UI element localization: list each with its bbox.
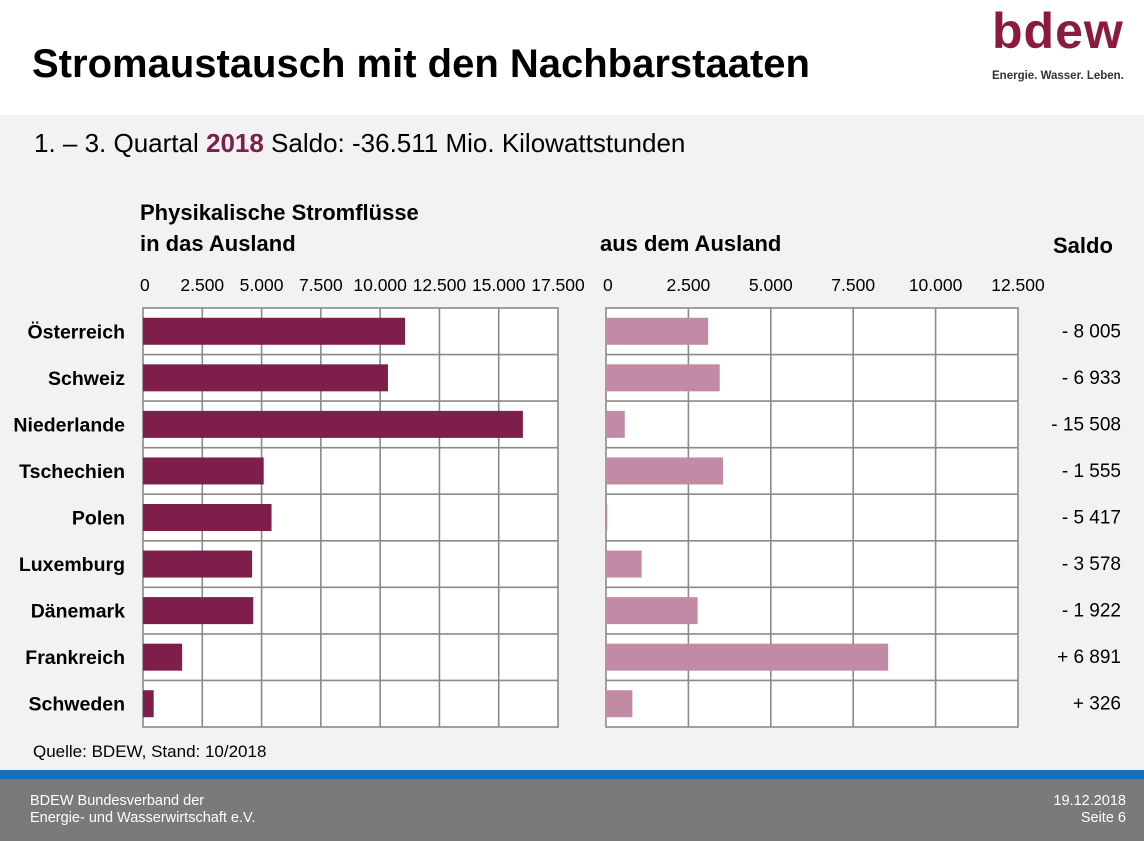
saldo-value: - 8 005 bbox=[1062, 321, 1121, 342]
export-tick-label: 15.000 bbox=[472, 275, 526, 295]
import-tick-label: 12.500 bbox=[991, 275, 1045, 295]
saldo-title: Saldo bbox=[1053, 233, 1113, 258]
source-note: Quelle: BDEW, Stand: 10/2018 bbox=[33, 742, 267, 761]
category-label: Tschechien bbox=[19, 461, 125, 483]
import-bar-frankreich bbox=[606, 643, 889, 671]
export-tick-label: 12.500 bbox=[413, 275, 467, 295]
page-title: Stromaustausch mit den Nachbarstaaten bbox=[32, 42, 810, 86]
export-bar-niederlande bbox=[143, 410, 523, 438]
export-bar-dänemark bbox=[143, 597, 254, 625]
category-label: Österreich bbox=[27, 320, 125, 343]
saldo-value: - 1 922 bbox=[1062, 601, 1121, 622]
category-label: Dänemark bbox=[31, 601, 125, 623]
export-bar-schweden bbox=[143, 690, 154, 718]
footer: BDEW Bundesverband der Energie- und Wass… bbox=[0, 779, 1144, 841]
category-label: Frankreich bbox=[25, 647, 125, 669]
bdew-logo: bdew Energie. Wasser. Leben. bbox=[988, 3, 1128, 90]
saldo-value: - 5 417 bbox=[1062, 508, 1121, 529]
export-tick-label: 7.500 bbox=[299, 275, 343, 295]
import-tick-label: 0 bbox=[603, 275, 613, 295]
import-panel-title: aus dem Ausland bbox=[600, 231, 782, 256]
footer-date: 19.12.2018 bbox=[1053, 793, 1126, 809]
export-title-line2: in das Ausland bbox=[140, 231, 296, 256]
saldo-value: - 6 933 bbox=[1062, 368, 1121, 389]
category-label: Polen bbox=[72, 508, 125, 530]
export-tick-label: 17.500 bbox=[531, 275, 585, 295]
export-tick-label: 5.000 bbox=[240, 275, 284, 295]
export-tick-label: 0 bbox=[140, 275, 150, 295]
export-bar-tschechien bbox=[143, 457, 264, 485]
subtitle-year: 2018 bbox=[205, 128, 264, 158]
category-label: Luxemburg bbox=[19, 554, 125, 576]
import-bar-polen bbox=[606, 504, 608, 531]
saldo-value: - 1 555 bbox=[1062, 461, 1121, 482]
category-label: Schweden bbox=[29, 694, 125, 716]
import-tick-label: 7.500 bbox=[831, 275, 875, 295]
import-bar-dänemark bbox=[606, 597, 698, 625]
saldo-value: - 15 508 bbox=[1051, 414, 1121, 435]
subtitle-suffix: Saldo: -36.511 Mio. Kilowattstunden bbox=[263, 128, 686, 158]
import-tick-label: 5.000 bbox=[749, 275, 793, 295]
import-tick-label: 2.500 bbox=[667, 275, 711, 295]
export-bar-luxemburg bbox=[143, 550, 253, 578]
footer-org-line1: BDEW Bundesverband der bbox=[30, 793, 205, 809]
export-tick-label: 10.000 bbox=[353, 275, 407, 295]
footer-meta: 19.12.2018 Seite 6 bbox=[1053, 793, 1126, 827]
export-bar-österreich bbox=[143, 317, 406, 345]
import-bar-tschechien bbox=[606, 457, 724, 485]
subtitle: 1. – 3. Quartal 2018 Saldo: -36.511 Mio.… bbox=[34, 128, 685, 159]
import-bar-österreich bbox=[606, 317, 709, 345]
footer-org-line2: Energie- und Wasserwirtschaft e.V. bbox=[30, 810, 256, 826]
export-title-line1: Physikalische Stromflüsse bbox=[140, 200, 419, 225]
logo-wordmark: bdew bbox=[992, 3, 1124, 59]
footer-page: Seite 6 bbox=[1080, 810, 1126, 826]
saldo-value: + 326 bbox=[1073, 694, 1121, 715]
category-label: Niederlande bbox=[13, 414, 125, 436]
subtitle-prefix: 1. – 3. Quartal bbox=[34, 128, 206, 158]
export-panel-title: Physikalische Stromflüsse in das Ausland bbox=[140, 197, 419, 259]
footer-stripe bbox=[0, 770, 1144, 779]
import-bar-schweiz bbox=[606, 364, 720, 392]
export-bar-schweiz bbox=[143, 364, 388, 392]
header: Stromaustausch mit den Nachbarstaaten bd… bbox=[0, 0, 1144, 115]
import-tick-label: 10.000 bbox=[909, 275, 963, 295]
export-bar-polen bbox=[143, 504, 272, 531]
import-bar-schweden bbox=[606, 690, 633, 718]
export-tick-label: 2.500 bbox=[180, 275, 224, 295]
category-label: Schweiz bbox=[48, 368, 125, 390]
import-bar-niederlande bbox=[606, 410, 625, 438]
footer-org: BDEW Bundesverband der Energie- und Wass… bbox=[30, 793, 255, 827]
saldo-value: - 3 578 bbox=[1062, 554, 1121, 575]
logo-tagline: Energie. Wasser. Leben. bbox=[992, 70, 1124, 82]
export-bar-frankreich bbox=[143, 643, 183, 671]
import-bar-luxemburg bbox=[606, 550, 642, 578]
saldo-value: + 6 891 bbox=[1057, 647, 1121, 668]
